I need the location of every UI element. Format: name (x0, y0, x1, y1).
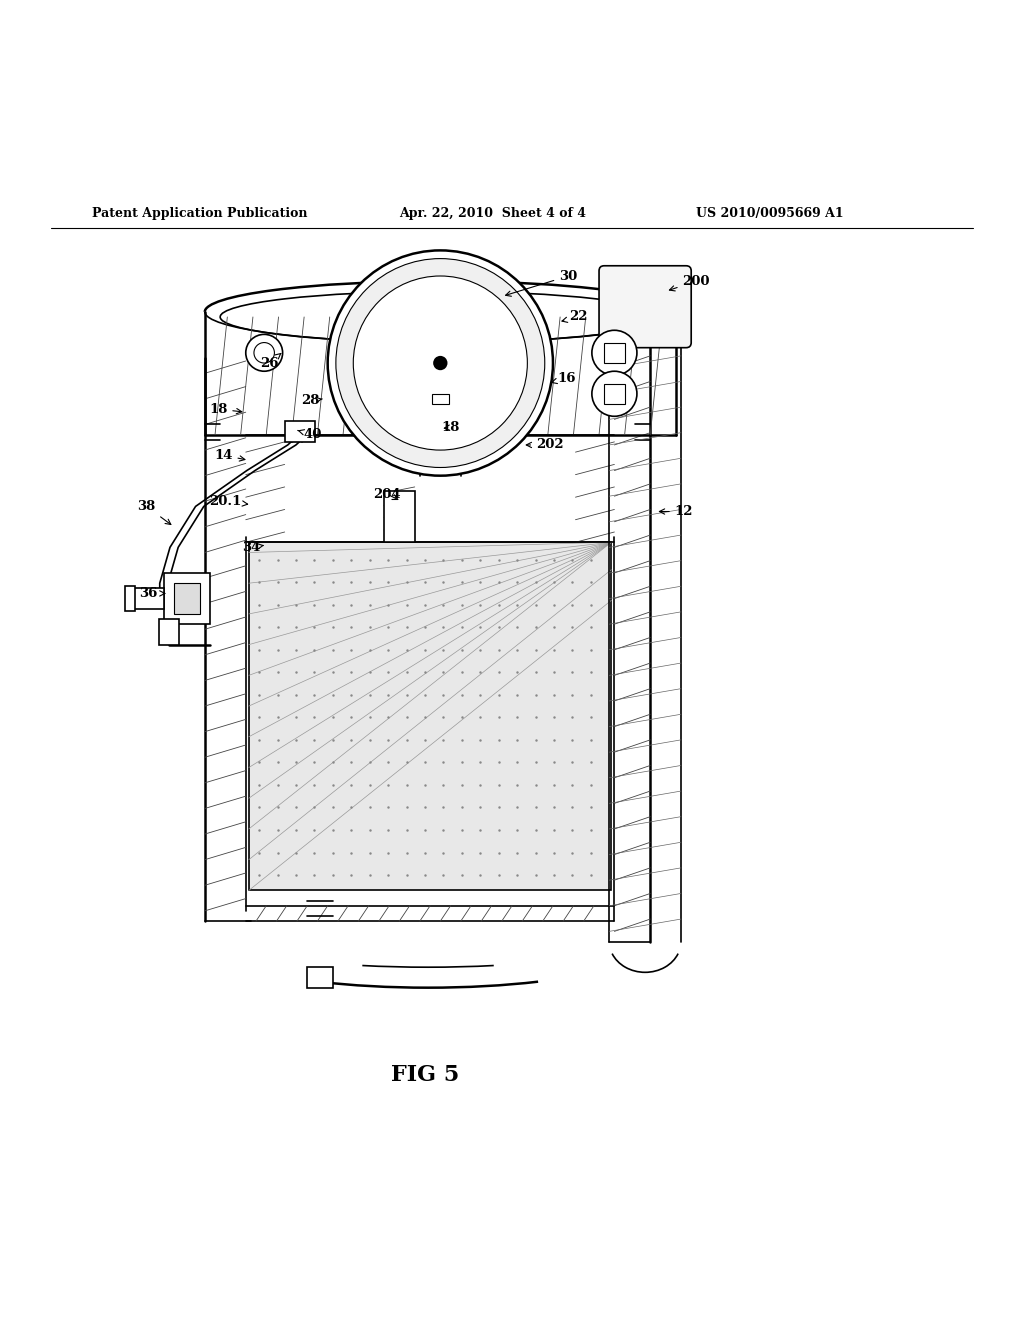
Text: FIG 5: FIG 5 (391, 1064, 459, 1086)
Bar (604, 343, 625, 363)
Bar (159, 619, 179, 644)
Text: Patent Application Publication: Patent Application Publication (92, 207, 307, 220)
Text: 20.1: 20.1 (209, 495, 248, 508)
Text: 14: 14 (214, 449, 245, 462)
Circle shape (254, 343, 274, 363)
Bar (164, 573, 210, 624)
Circle shape (246, 334, 283, 371)
Text: 28: 28 (301, 395, 323, 408)
Text: 30: 30 (506, 269, 578, 296)
Text: US 2010/0095669 A1: US 2010/0095669 A1 (696, 207, 844, 220)
Circle shape (328, 251, 553, 475)
Text: 202: 202 (526, 438, 563, 451)
Text: 26: 26 (260, 354, 281, 370)
Bar (307, 968, 333, 987)
Text: 34: 34 (242, 541, 263, 554)
Bar (133, 589, 164, 609)
Circle shape (353, 276, 527, 450)
Text: 200: 200 (670, 275, 710, 290)
Text: 40: 40 (298, 428, 322, 441)
Bar (174, 583, 200, 614)
Circle shape (592, 371, 637, 416)
FancyBboxPatch shape (599, 265, 691, 347)
Bar (125, 586, 135, 611)
Bar (432, 393, 449, 404)
Bar (604, 384, 625, 404)
Circle shape (433, 356, 447, 370)
Text: Apr. 22, 2010  Sheet 4 of 4: Apr. 22, 2010 Sheet 4 of 4 (399, 207, 587, 220)
Circle shape (592, 330, 637, 375)
Bar (285, 421, 315, 442)
Text: 204: 204 (374, 487, 400, 500)
Bar (384, 491, 415, 543)
Text: 18: 18 (209, 403, 242, 416)
Text: 18: 18 (441, 421, 460, 434)
Text: 12: 12 (659, 506, 693, 517)
Text: 16: 16 (551, 372, 575, 385)
Text: 36: 36 (139, 587, 165, 599)
Text: 38: 38 (137, 500, 171, 524)
Text: 22: 22 (562, 310, 588, 323)
Bar (249, 543, 611, 891)
Circle shape (336, 259, 545, 467)
